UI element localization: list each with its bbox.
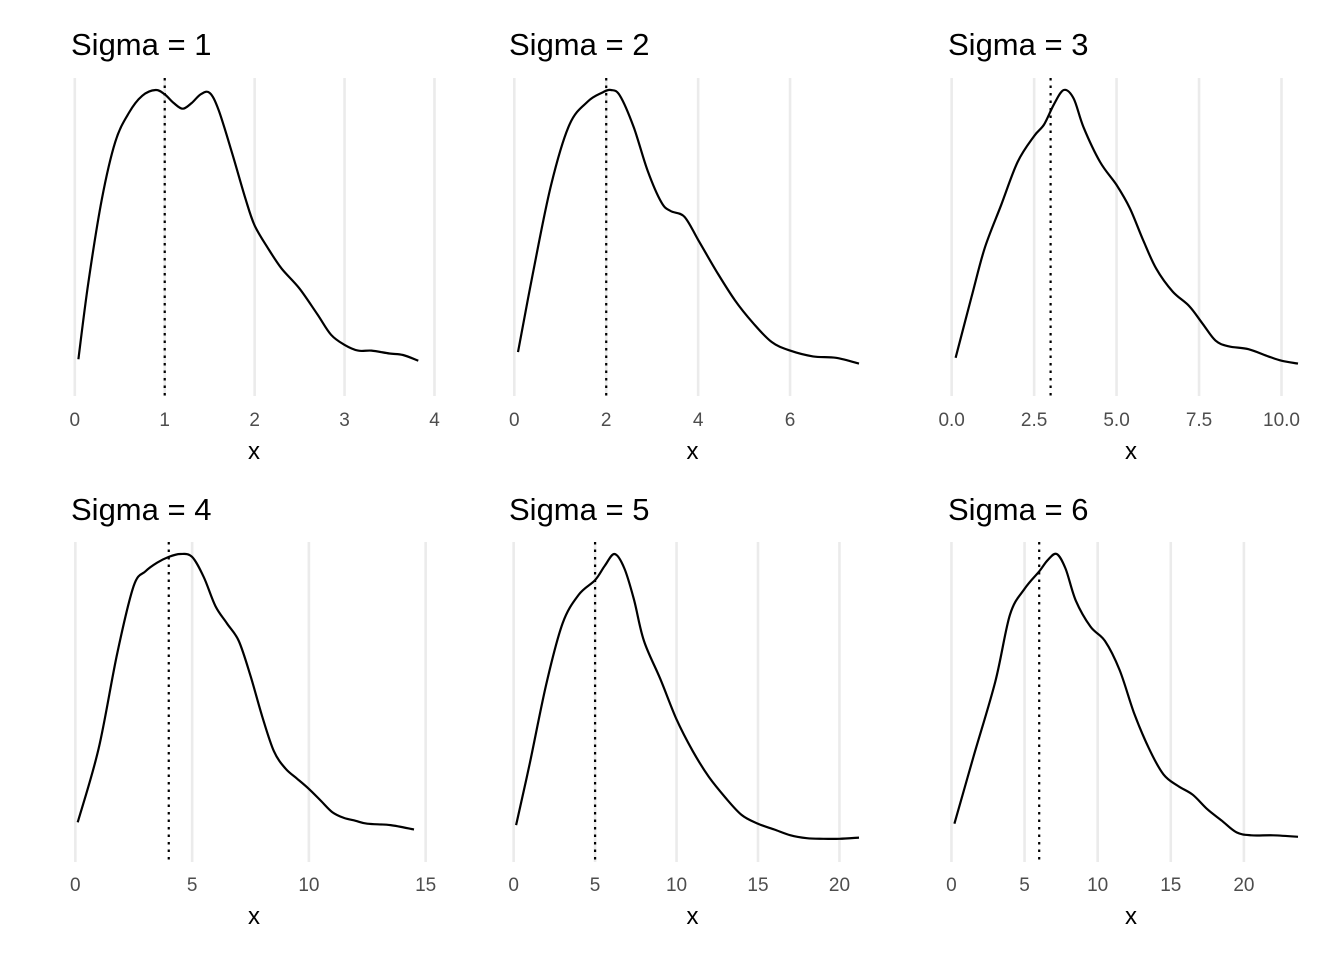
x-tick-label: 10 (1087, 875, 1108, 896)
facet-panel: 0 5 10 15 20 Sigma = 6 x (946, 492, 1299, 930)
x-tick-label: 20 (1233, 875, 1254, 896)
facet-panel: 0.0 2.5 5.0 7.5 10.0 Sigma = 3 x (938, 27, 1300, 465)
x-axis-title: x (1125, 903, 1137, 930)
x-tick-label: 15 (1160, 875, 1181, 896)
x-tick-label: 2 (601, 410, 612, 431)
panel-title: Sigma = 1 (71, 27, 211, 62)
panel-title: Sigma = 3 (948, 27, 1088, 62)
density-line (77, 88, 419, 362)
x-tick-label: 5 (590, 875, 601, 896)
x-tick-label: 15 (747, 875, 768, 896)
facet-panel: 0 5 10 15 Sigma = 4 x (70, 492, 436, 930)
x-axis-title: x (248, 903, 260, 930)
x-tick-label: 5 (1019, 875, 1030, 896)
x-axis-title: x (687, 903, 699, 930)
x-tick-label: 4 (693, 410, 704, 431)
density-line (516, 88, 860, 365)
x-tick-label: 20 (829, 875, 850, 896)
x-tick-label: 5 (187, 875, 198, 896)
x-tick-label: 4 (429, 410, 440, 431)
x-tick-label: 10 (298, 875, 319, 896)
x-axis-title: x (248, 438, 260, 465)
density-line (76, 552, 415, 831)
density-line (954, 88, 1299, 365)
x-tick-label: 10.0 (1263, 410, 1300, 431)
x-tick-label: 0.0 (938, 410, 964, 431)
x-tick-label: 0 (509, 410, 520, 431)
x-tick-label: 5.0 (1103, 410, 1129, 431)
panel-title: Sigma = 4 (71, 492, 211, 527)
density-line (953, 552, 1299, 838)
density-line (515, 552, 860, 841)
x-tick-label: 15 (415, 875, 436, 896)
facet-panel: 0 2 4 6 Sigma = 2 x (509, 27, 860, 465)
x-tick-label: 10 (666, 875, 687, 896)
x-axis-title: x (1125, 438, 1137, 465)
panel-title: Sigma = 5 (509, 492, 649, 527)
x-axis-title: x (687, 438, 699, 465)
panel-title: Sigma = 2 (509, 27, 649, 62)
x-tick-label: 2.5 (1021, 410, 1047, 431)
x-tick-label: 6 (785, 410, 796, 431)
x-tick-label: 2 (249, 410, 260, 431)
x-tick-label: 3 (339, 410, 350, 431)
x-tick-label: 1 (159, 410, 170, 431)
x-tick-label: 0 (70, 875, 81, 896)
facet-panel: 0 1 2 3 4 Sigma = 1 x (70, 27, 441, 465)
x-tick-label: 0 (946, 875, 957, 896)
x-tick-label: 0 (70, 410, 81, 431)
facet-panel: 0 5 10 15 20 Sigma = 5 x (508, 492, 860, 930)
x-tick-label: 7.5 (1186, 410, 1212, 431)
x-tick-label: 0 (508, 875, 519, 896)
panel-title: Sigma = 6 (948, 492, 1088, 527)
